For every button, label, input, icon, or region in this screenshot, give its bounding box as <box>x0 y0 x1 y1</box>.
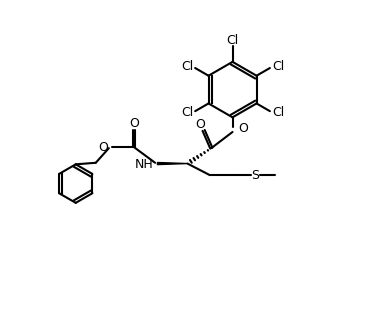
Text: O: O <box>98 141 108 154</box>
Text: O: O <box>196 118 206 131</box>
Text: Cl: Cl <box>226 34 239 47</box>
Text: NH: NH <box>135 158 154 171</box>
Text: Cl: Cl <box>272 106 284 119</box>
Polygon shape <box>158 162 187 165</box>
Text: O: O <box>129 117 139 130</box>
Text: S: S <box>251 169 259 181</box>
Text: Cl: Cl <box>272 60 284 73</box>
Text: Cl: Cl <box>181 60 193 73</box>
Text: O: O <box>238 122 248 135</box>
Text: Cl: Cl <box>181 106 193 119</box>
